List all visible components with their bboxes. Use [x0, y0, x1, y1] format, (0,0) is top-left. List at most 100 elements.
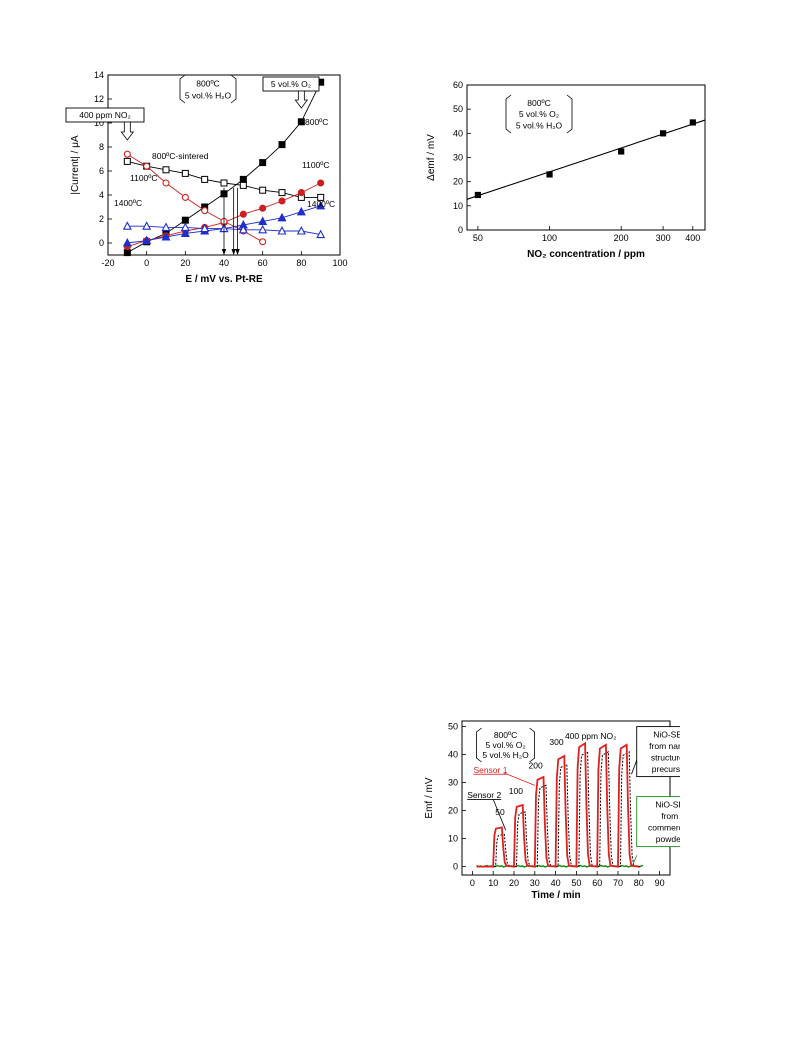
- data-point: [316, 200, 326, 210]
- data-point: [689, 119, 696, 126]
- data-point: [258, 216, 268, 225]
- sensor-2-label: Sensor 2: [467, 790, 501, 800]
- x-tick-label: 80: [634, 878, 644, 888]
- commercial-powder-box-line: from: [661, 811, 678, 821]
- y-tick-label: 2: [99, 214, 104, 224]
- x-axis-title: Time / min: [531, 890, 580, 900]
- nano-precursor-box-frame: [636, 726, 680, 778]
- y-tick-label: 12: [94, 94, 104, 104]
- data-point: [123, 249, 131, 257]
- condition-box-line: 5 vol.% H₂O: [516, 121, 563, 131]
- y-tick-label: 0: [458, 225, 463, 235]
- y-tick-label: 40: [453, 128, 463, 138]
- y-tick-label: 50: [448, 722, 458, 732]
- data-point: [296, 206, 306, 216]
- x-tick-label: 10: [488, 878, 498, 888]
- x-tick-label: 90: [655, 878, 665, 888]
- y-tick-label: 50: [453, 104, 463, 114]
- data-point: [317, 193, 325, 201]
- concentration-label: 200: [529, 761, 543, 771]
- data-point: [659, 130, 667, 137]
- data-point: [259, 204, 267, 212]
- y-tick-label: 40: [448, 750, 458, 760]
- y-tick-label: 60: [453, 80, 463, 90]
- x-tick-label: 100: [542, 233, 557, 243]
- no2-open-arrow: [120, 121, 135, 141]
- data-point: [317, 179, 325, 187]
- data-point: [259, 186, 267, 194]
- concentration-label: 50: [495, 807, 505, 817]
- commercial-powder-box-line: NiO-SE: [655, 800, 680, 810]
- condition-box-line: 800ºC: [196, 78, 219, 88]
- data-point: [200, 223, 210, 233]
- condition-box-right-bracket: [566, 94, 573, 134]
- data-point: [181, 169, 189, 177]
- x-tick-label: 20: [509, 878, 519, 888]
- data-point: [162, 166, 170, 174]
- label-1100-upper: 1100ºC: [302, 160, 330, 170]
- concentration-label: 100: [509, 786, 523, 796]
- condition-box-line: 5 vol.% O₂: [519, 109, 559, 119]
- data-point: [201, 207, 209, 215]
- sensor-1-label: Sensor 1: [473, 765, 507, 775]
- data-point: [161, 232, 171, 241]
- data-point: [238, 224, 248, 234]
- data-point: [181, 193, 189, 201]
- x-tick-label: 30: [530, 878, 540, 888]
- data-point: [180, 228, 190, 237]
- o2-box: 5 vol.% O₂: [262, 76, 320, 92]
- x-tick-label: 100: [332, 258, 347, 268]
- nano-precursor-box-line: from nano-: [649, 741, 680, 751]
- label-800-sintered: 800ºC-sintered: [152, 151, 209, 161]
- x-tick-label: 50: [571, 878, 581, 888]
- no2-box-line: 400 ppm NO₂: [79, 110, 131, 120]
- chart2-plot-frame: [466, 84, 706, 231]
- data-point: [278, 197, 286, 205]
- o2-box-frame: [262, 76, 320, 92]
- sensor-1-pointer: [503, 772, 535, 786]
- emf-transient-response-chart: 0 10 20 30 40 50 60 70 80 90 0 10 20 30 40 50 Time / min…: [424, 720, 680, 900]
- x-tick-label: -20: [101, 258, 114, 268]
- condition-box-line: 5 vol.% O₂: [485, 740, 525, 750]
- y-tick-label: 10: [448, 834, 458, 844]
- x-tick-label: 40: [551, 878, 561, 888]
- nano-precursor-box-line: NiO-SEs: [653, 730, 680, 740]
- condition-box-right-bracket: [230, 74, 237, 104]
- commercial-powder-box-frame: [636, 796, 680, 848]
- data-point: [142, 235, 152, 245]
- data-point: [142, 221, 152, 230]
- linear-fit-line: [466, 119, 706, 200]
- data-point: [239, 175, 247, 183]
- concentration-label: 300: [549, 737, 563, 747]
- nano-precursor-box-line: precursor: [652, 764, 680, 774]
- data-point: [297, 189, 305, 197]
- y-axis-title: |Current| / μA: [70, 135, 81, 195]
- data-point: [201, 175, 209, 183]
- data-point: [220, 179, 228, 187]
- delta-emf-vs-concentration-chart: 50 100 200 300 400 0 10 20 30 40 50 60 NO₂ concentra…: [426, 80, 706, 260]
- y-tick-label: 6: [99, 166, 104, 176]
- current-potential-chart: -20 0 20 40 60 80 100 0 2 4 6 8 10 12 14 E / mV vs. Pt-…: [65, 70, 348, 285]
- y-tick-label: 8: [99, 142, 104, 152]
- condition-box-left-bracket: [179, 74, 186, 104]
- y-tick-label: 0: [99, 238, 104, 248]
- data-point: [546, 171, 553, 178]
- potential-arrow-head: [221, 249, 227, 255]
- y-tick-label: 30: [453, 153, 463, 163]
- y-tick-label: 14: [94, 70, 104, 80]
- x-tick-label: 0: [144, 258, 149, 268]
- data-point: [239, 210, 247, 218]
- commercial-powder-box-line: commercial: [648, 823, 680, 833]
- no2-box-frame: [65, 107, 145, 123]
- condition-box-line: 800ºC: [494, 730, 517, 740]
- label-1400-left: 1400ºC: [114, 198, 142, 208]
- sensor-2-pointer: [492, 799, 507, 831]
- data-point: [123, 157, 131, 165]
- commercial-powder-box-line: powder: [656, 834, 680, 844]
- data-point: [259, 238, 267, 246]
- commercial-box-pointer: [632, 855, 638, 866]
- y-tick-label: 0: [453, 862, 458, 872]
- x-axis-title: E / mV vs. Pt-RE: [185, 274, 263, 285]
